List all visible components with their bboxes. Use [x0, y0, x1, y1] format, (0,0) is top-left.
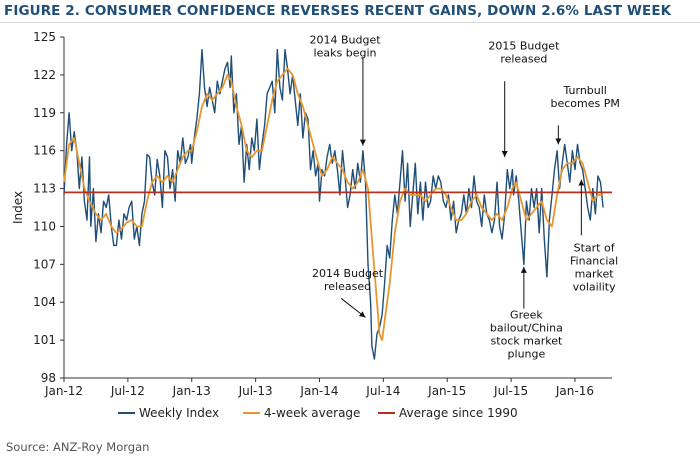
annotation-text: Turnbull	[562, 84, 606, 97]
y-tick-label: 113	[33, 182, 56, 196]
legend-item-0: Weekly Index	[118, 406, 219, 420]
x-tick-label: Jan-16	[555, 384, 594, 398]
annotation-text: released	[324, 280, 371, 293]
annotation-text: becomes PM	[550, 97, 619, 110]
title-bar: FIGURE 2. CONSUMER CONFIDENCE REVERSES R…	[0, 0, 700, 23]
x-tick-label: Jan-15	[427, 384, 466, 398]
y-tick-label: 116	[33, 144, 56, 158]
y-tick-label: 122	[33, 68, 56, 82]
x-tick-label: Jul-13	[238, 384, 273, 398]
legend-item-2: Average since 1990	[378, 406, 518, 420]
legend-label: Weekly Index	[139, 406, 219, 420]
y-tick-label: 101	[33, 333, 56, 347]
x-tick-label: Jan-13	[172, 384, 211, 398]
annotation-text: Financial	[570, 255, 618, 268]
annotation-text: 2014 Budget	[309, 33, 381, 46]
annotation-text: leaks begin	[314, 46, 377, 59]
annotation-text: market	[575, 268, 615, 281]
annotation-text: volaility	[573, 281, 617, 294]
chart-title: FIGURE 2. CONSUMER CONFIDENCE REVERSES R…	[4, 3, 672, 19]
y-tick-label: 119	[33, 106, 56, 120]
y-tick-label: 125	[33, 30, 56, 44]
annotation-text: 2015 Budget	[488, 40, 560, 53]
series-line-4-week-average	[63, 67, 604, 341]
annotation-text: Start of	[574, 242, 616, 255]
annotation-arrow	[340, 298, 366, 318]
annotation-text: 2014 Budget	[312, 267, 384, 280]
annotation-text: Greek	[510, 309, 543, 322]
x-tick-label: Jul-15	[493, 384, 528, 398]
legend-item-1: 4-week average	[243, 406, 360, 420]
chart-axes: 98 101 104 107 110 113 116 119 122 125 Index Jan-12…	[11, 30, 612, 398]
x-tick-label: Jul-14	[365, 384, 400, 398]
x-tick-label: Jan-14	[299, 384, 338, 398]
y-tick-label: 110	[33, 219, 56, 233]
y-tick-label: 98	[41, 371, 56, 385]
annotation-text: plunge	[508, 348, 546, 361]
annotation-text: bailout/China	[490, 322, 563, 335]
y-axis-label: Index	[11, 191, 25, 224]
annotation-text: stock market	[491, 335, 563, 348]
source-note: Source: ANZ-Roy Morgan	[6, 440, 150, 454]
chart-legend: Weekly Index 4-week average Average since …	[118, 406, 518, 420]
legend-label: 4-week average	[264, 406, 360, 420]
annotation-text: released	[500, 53, 547, 66]
y-tick-label: 104	[33, 295, 56, 309]
x-tick-label: Jul-12	[110, 384, 145, 398]
x-tick-label: Jan-12	[44, 384, 83, 398]
legend-label: Average since 1990	[399, 406, 518, 420]
chart-series	[63, 48, 612, 360]
y-tick-label: 107	[33, 257, 56, 271]
chart: 98 101 104 107 110 113 116 119 122 125 Index Jan-12…	[11, 30, 620, 420]
series-line-weekly-index	[63, 48, 604, 360]
